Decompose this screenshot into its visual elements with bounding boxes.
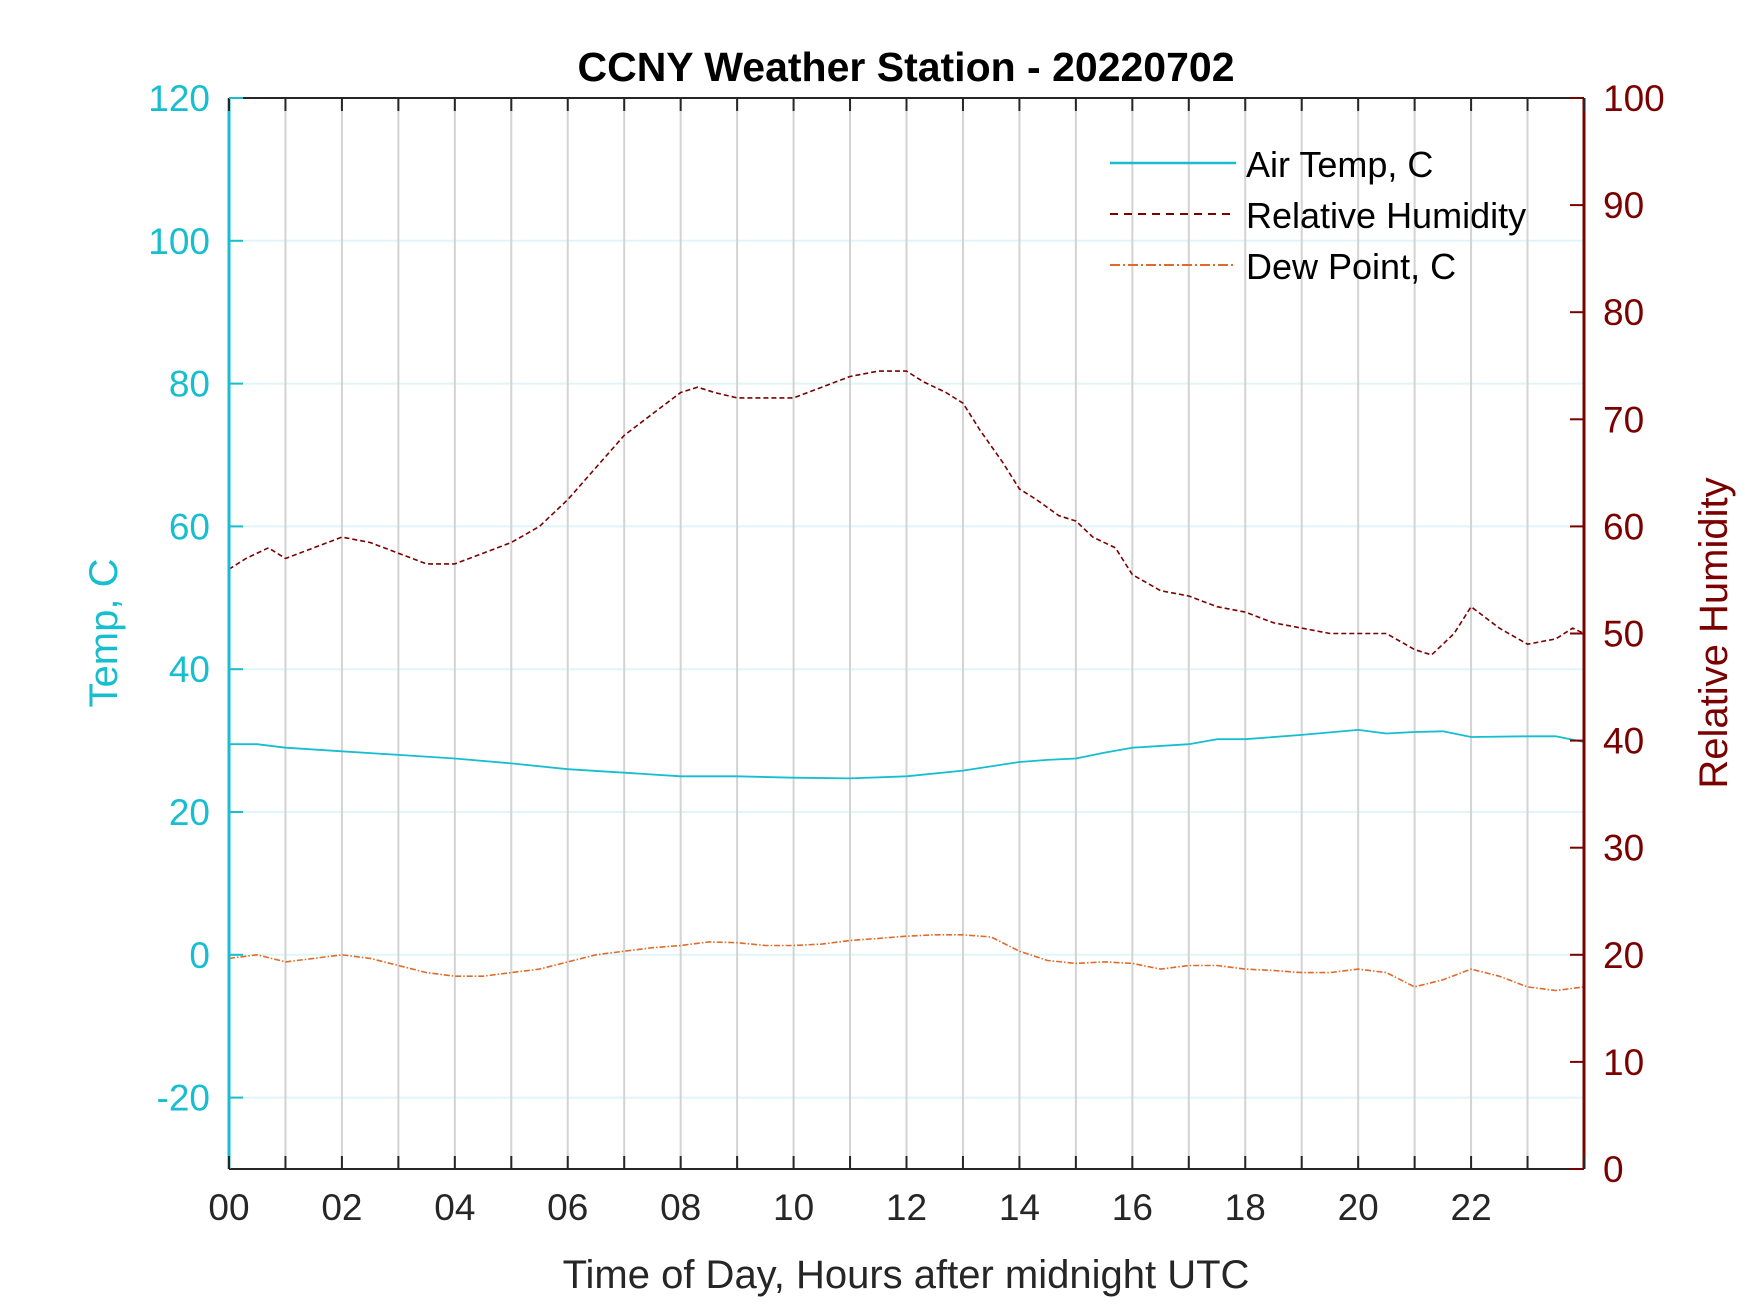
y-axis-right-label: Relative Humidity [1692, 477, 1736, 788]
y-left-tick-label: 120 [148, 78, 210, 119]
x-tick-label: 10 [773, 1187, 814, 1228]
x-tick-label: 08 [660, 1187, 701, 1228]
y-right-tick-label: 20 [1603, 935, 1644, 976]
legend-label-dew-point: Dew Point, C [1246, 246, 1456, 287]
x-tick-label: 06 [547, 1187, 588, 1228]
y-left-tick-label: 80 [169, 364, 210, 405]
plot-series [228, 370, 1585, 992]
axes: 00 02 04 06 08 10 12 14 16 18 20 22-200204060801001… [148, 78, 1664, 1228]
x-tick-label: 14 [999, 1187, 1040, 1228]
y-right-tick-label: 90 [1603, 185, 1644, 226]
y-right-tick-label: 0 [1603, 1149, 1624, 1190]
y-right-tick-label: 80 [1603, 292, 1644, 333]
legend-label-relative-humidity: Relative Humidity [1246, 195, 1526, 236]
y-axis-left-label: Temp, C [82, 559, 126, 708]
y-left-tick-label: 40 [169, 649, 210, 690]
y-right-tick-label: 10 [1603, 1042, 1644, 1083]
y-left-tick-label: 20 [169, 792, 210, 833]
y-left-tick-label: 60 [169, 506, 210, 547]
x-tick-label: 22 [1451, 1187, 1492, 1228]
x-tick-label: 20 [1338, 1187, 1379, 1228]
series-line-relative-humidity [228, 370, 1585, 656]
y-right-tick-label: 70 [1603, 399, 1644, 440]
x-axis-label: Time of Day, Hours after midnight UTC [563, 1253, 1250, 1297]
y-right-tick-label: 100 [1603, 78, 1665, 119]
x-tick-label: 02 [321, 1187, 362, 1228]
y-right-tick-label: 60 [1603, 506, 1644, 547]
series-line-dew-point [228, 933, 1585, 992]
y-left-tick-label: 100 [148, 221, 210, 262]
grid [229, 98, 1584, 1169]
x-tick-label: 00 [208, 1187, 249, 1228]
y-right-tick-label: 40 [1603, 721, 1644, 762]
y-left-tick-label: -20 [157, 1078, 210, 1119]
y-right-tick-label: 50 [1603, 614, 1644, 655]
x-tick-label: 04 [434, 1187, 475, 1228]
x-tick-label: 16 [1112, 1187, 1153, 1228]
y-left-tick-label: 0 [189, 935, 210, 976]
x-tick-label: 12 [886, 1187, 927, 1228]
x-tick-label: 18 [1225, 1187, 1266, 1228]
legend: Air Temp, C Relative Humidity Dew Point,… [1110, 144, 1526, 287]
legend-label-air-temp: Air Temp, C [1246, 144, 1433, 185]
series-line-air-temp [229, 729, 1585, 780]
y-right-tick-label: 30 [1603, 828, 1644, 869]
chart-title: CCNY Weather Station - 20220702 [577, 44, 1234, 90]
